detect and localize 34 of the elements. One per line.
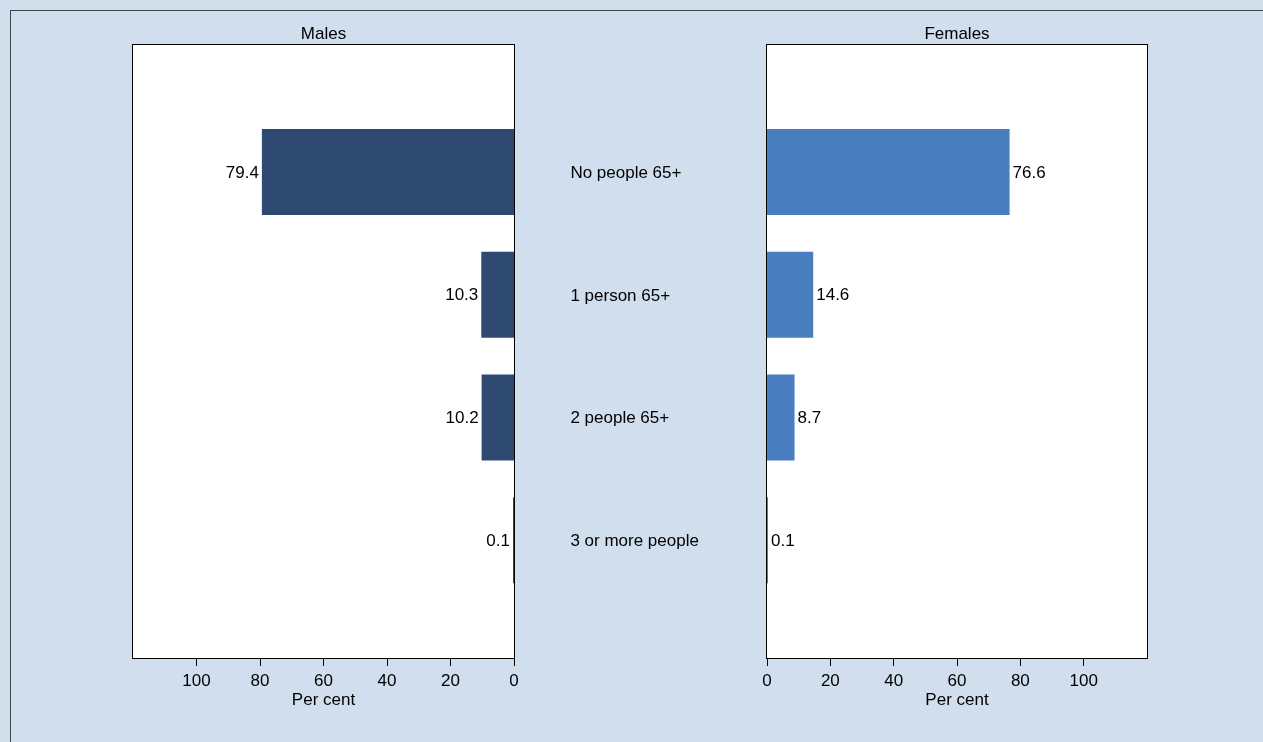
data-label: 8.7 [797,407,822,427]
data-label: 14.6 [816,285,850,305]
x-axis-title: Per cent [291,690,356,710]
chart-title: Males [300,24,347,43]
x-axis-title: Per cent [925,690,989,710]
x-tick-label: 60 [314,671,333,691]
y-tick-label: 1 person 65+ [570,285,671,305]
bar [767,129,1010,215]
y-tick-label: 2 people 65+ [570,408,670,428]
bar [481,251,514,338]
x-tick-label: 60 [947,671,967,691]
chart-title: Females [924,24,990,43]
bar [767,374,795,461]
bar [767,251,814,338]
data-label: 0.1 [771,530,795,550]
x-tick-label: 80 [250,671,270,691]
bar [261,129,514,215]
y-tick-label: No people 65+ [570,162,682,182]
x-tick-label: 100 [182,671,211,691]
x-tick-label: 20 [820,671,840,691]
data-label: 10.2 [445,407,479,427]
x-tick-label: 0 [762,671,772,691]
x-tick-label: 0 [509,671,519,691]
data-label: 0.1 [486,530,510,550]
x-tick-label: 80 [1010,671,1030,691]
x-tick-label: 40 [377,671,397,691]
data-label: 76.6 [1012,162,1046,182]
x-tick-label: 40 [884,671,904,691]
bar [481,374,514,461]
y-tick-label: 3 or more people [570,531,699,551]
x-tick-label: 20 [441,671,460,691]
data-label: 10.3 [445,285,479,305]
x-tick-label: 100 [1069,671,1098,691]
data-label: 79.4 [225,162,259,182]
